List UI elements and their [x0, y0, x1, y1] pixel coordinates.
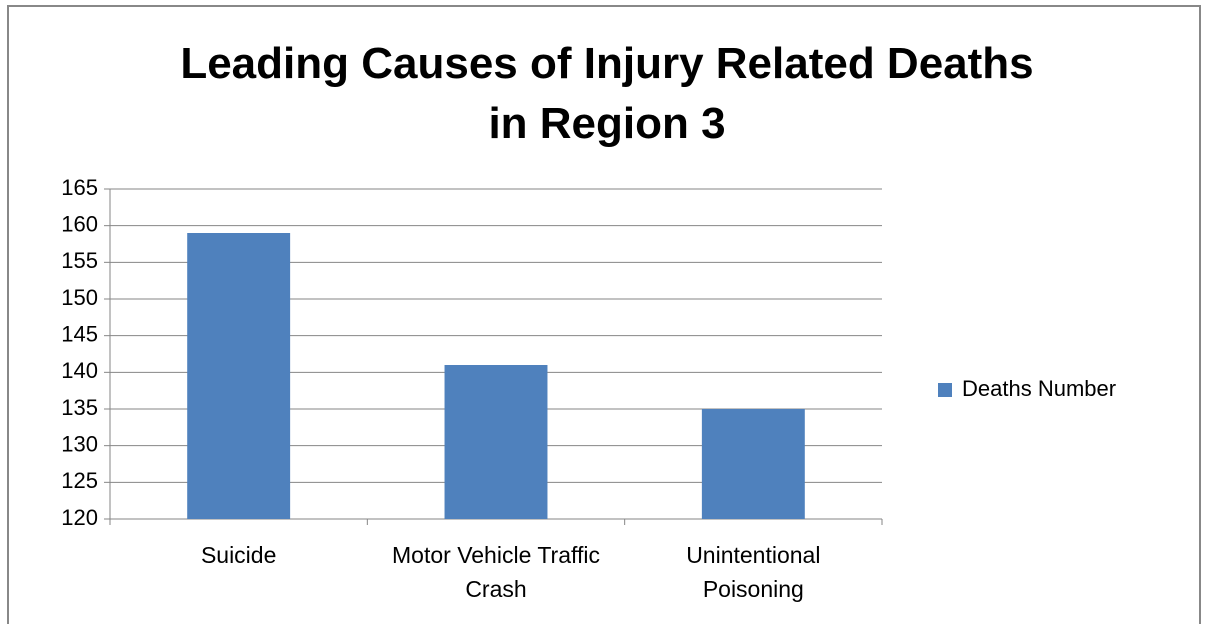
- y-tick-label: 150: [61, 285, 98, 310]
- legend-swatch: [938, 383, 952, 397]
- bar: [701, 409, 805, 519]
- y-tick-label: 135: [61, 395, 98, 420]
- chart-border: [7, 5, 1201, 624]
- y-tick-label: 120: [61, 505, 98, 530]
- bar: [444, 365, 548, 519]
- legend-label: Deaths Number: [962, 376, 1116, 401]
- y-tick-label: 125: [61, 468, 98, 493]
- x-tick-label: Suicide: [200, 542, 277, 568]
- y-tick-label: 160: [61, 211, 98, 236]
- chart-title: Leading Causes of Injury Related Deaths …: [180, 39, 1034, 148]
- x-tick-label: Unintentional Poisoning: [686, 542, 821, 602]
- x-tick-label: Motor Vehicle Traffic Crash: [392, 542, 600, 602]
- y-tick-label: 140: [61, 358, 98, 383]
- y-tick-label: 155: [61, 248, 98, 273]
- bar: [187, 233, 291, 519]
- y-tick-label: 165: [61, 175, 98, 200]
- y-tick-label: 130: [61, 431, 98, 456]
- y-tick-label: 145: [61, 321, 98, 346]
